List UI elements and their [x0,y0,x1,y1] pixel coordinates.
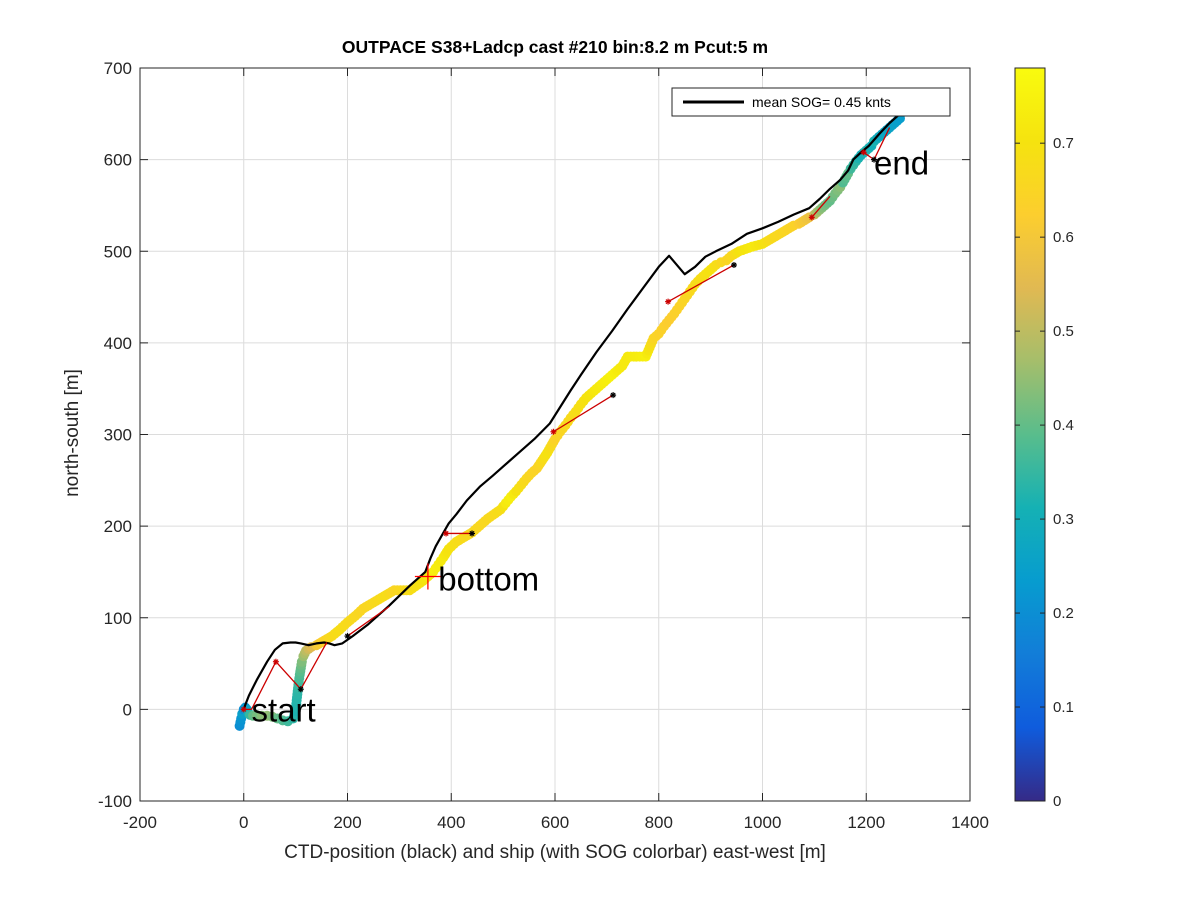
y-tick-label: 700 [104,59,132,78]
asterisk-marker [344,633,351,640]
y-axis-label: north-south [m] [62,369,83,497]
colorbar-tick-label: 0.7 [1053,135,1074,152]
x-tick-label: 1000 [744,813,782,832]
y-tick-label: 400 [104,334,132,353]
colorbar-tick-label: 0.4 [1053,417,1074,434]
connector-segment [250,661,277,710]
x-tick-label: 400 [437,813,465,832]
x-tick-label: 0 [239,813,248,832]
colorbar-tick-label: 0.1 [1053,699,1074,716]
asterisk-marker [469,530,475,537]
y-tick-label: 600 [104,151,132,170]
y-tick-label: 0 [123,700,132,719]
asterisk-marker [272,658,279,665]
y-axis-ticks: -100 0 100 200 300 400 500 600 700 [98,59,970,811]
connector-segment [553,394,614,433]
asterisk-marker [610,392,617,399]
asterisk-marker [860,149,867,156]
position-connectors [240,127,891,713]
asterisk-marker [871,156,878,163]
x-tick-label: 600 [541,813,569,832]
annotation-end: end [874,144,929,181]
x-tick-label: 1400 [951,813,989,832]
asterisk-marker [297,686,304,693]
connector-segment [300,642,328,690]
connector-segment [667,264,735,303]
legend-entry-mean-sog: mean SOG= 0.45 knts [752,94,891,110]
ctd-position-line [242,112,901,710]
colorbar-ticks: 0 0.1 0.2 0.3 0.4 0.5 0.6 0.7 [1015,135,1074,810]
y-tick-label: 500 [104,242,132,261]
x-tick-label: 800 [645,813,673,832]
annotation-bottom: bottom [438,560,539,597]
connector-segment [873,127,891,160]
x-tick-label: 1200 [847,813,885,832]
annotation-start: start [252,691,316,728]
connector-segment [347,606,390,637]
connector-segment [275,661,302,690]
colorbar-tick-label: 0 [1053,793,1061,810]
asterisk-marker [240,706,247,713]
asterisk-marker [665,298,672,305]
asterisk-marker [550,428,557,435]
bottom-plus-marker [414,563,441,590]
colorbar-tick-label: 0.2 [1053,605,1074,622]
x-tick-label: 200 [333,813,361,832]
colorbar-tick-label: 0.5 [1053,323,1074,340]
annotations: start bottom end [252,144,930,728]
legend: mean SOG= 0.45 knts [671,87,951,117]
asterisk-marker [730,261,737,268]
connector-segment [811,195,831,218]
colorbar-gradient [1014,67,1046,802]
y-tick-label: 300 [104,426,132,445]
colorbar: 0 0.1 0.2 0.3 0.4 0.5 0.6 0.7 [1014,67,1074,810]
x-tick-label: -200 [123,813,157,832]
y-tick-label: -100 [98,792,132,811]
ship-track-points [234,113,905,731]
colorbar-tick-label: 0.6 [1053,229,1074,246]
y-tick-label: 100 [104,609,132,628]
chart-title: OUTPACE S38+Ladcp cast #210 bin:8.2 m Pc… [342,37,768,57]
colorbar-tick-label: 0.3 [1053,511,1074,528]
asterisk-marker [808,214,815,221]
y-tick-label: 200 [104,517,132,536]
asterisk-marker [443,530,450,537]
x-axis-label: CTD-position (black) and ship (with SOG … [284,842,826,863]
x-axis-ticks: -200 0 200 400 600 800 1000 1200 1400 [123,68,989,832]
